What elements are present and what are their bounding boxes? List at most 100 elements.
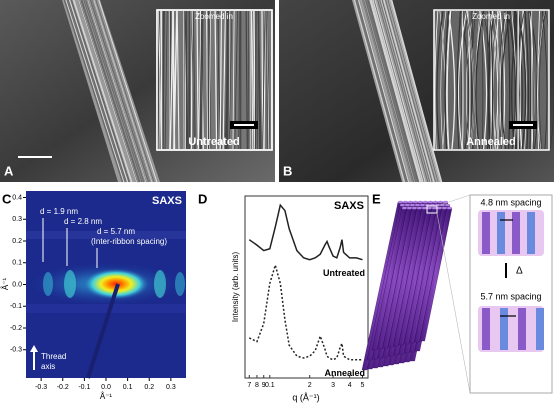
fiber xyxy=(372,0,424,183)
spacing-label: 4.8 nm spacing xyxy=(480,197,541,207)
caption: Untreated xyxy=(188,136,239,148)
fiber xyxy=(362,0,413,183)
fibril xyxy=(541,10,548,150)
fiber xyxy=(89,0,150,183)
y-axis-label: Intensity (arb. units) xyxy=(231,252,240,323)
reflection xyxy=(43,272,53,296)
fibril xyxy=(208,10,211,150)
fiber xyxy=(64,0,124,183)
x-tick-label: 9 xyxy=(262,382,266,389)
fiber xyxy=(380,0,432,183)
fibril xyxy=(475,10,485,150)
fibril xyxy=(492,10,501,150)
fiber xyxy=(98,0,158,183)
fibril xyxy=(460,10,470,150)
fibril xyxy=(517,10,527,150)
fibril xyxy=(524,10,530,150)
ribbon-strip xyxy=(500,308,508,350)
ribbon-strip xyxy=(512,212,520,254)
fibril xyxy=(158,10,162,150)
delta: Δ xyxy=(516,266,523,277)
dark-band xyxy=(26,304,186,313)
fibril xyxy=(488,10,493,150)
panel-letter: C xyxy=(2,191,12,206)
x-axis-label: q (Å⁻¹) xyxy=(292,392,319,402)
x-tick-label: 0.1 xyxy=(265,382,275,389)
ribbon-end xyxy=(415,203,420,207)
inset-texture xyxy=(434,10,554,150)
inset-title: Zoomed in xyxy=(472,12,510,21)
fibril xyxy=(539,10,546,150)
chart-title: SAXS xyxy=(334,200,364,212)
fibril xyxy=(507,10,517,150)
fibril xyxy=(267,10,271,150)
fiber xyxy=(369,0,421,183)
ribbon-end xyxy=(433,200,438,204)
fiber xyxy=(73,0,133,183)
fibril xyxy=(457,10,461,150)
fibril xyxy=(227,10,230,150)
y-tick-label: -0.1 xyxy=(10,303,22,310)
y-tick-label: -0.3 xyxy=(10,347,22,354)
fibril xyxy=(501,10,512,150)
fiber xyxy=(80,0,140,183)
panel-letter: E xyxy=(372,191,381,206)
y-tick-label: 0.2 xyxy=(12,238,22,245)
fibril xyxy=(261,10,266,150)
ribbon-end xyxy=(400,203,405,207)
fibril xyxy=(214,10,218,150)
annotation: d = 5.7 nm xyxy=(97,227,135,236)
ribbon-end xyxy=(398,200,403,204)
ribbon-end xyxy=(420,203,425,207)
fiber-texture xyxy=(63,0,158,183)
fibril xyxy=(465,10,475,150)
reflection xyxy=(175,272,185,296)
fiber xyxy=(63,0,123,183)
panel-letter: B xyxy=(283,163,292,178)
series-label: Untreated xyxy=(323,268,365,278)
fiber xyxy=(374,0,426,183)
fiber xyxy=(67,0,128,183)
fiber-texture xyxy=(353,0,443,183)
fibril xyxy=(436,10,444,150)
ribbon-end xyxy=(438,200,443,204)
ribbon-end xyxy=(445,203,450,207)
fiber xyxy=(358,0,410,183)
fibril xyxy=(188,10,191,150)
fiber xyxy=(365,0,417,183)
ribbon-end xyxy=(442,206,447,210)
reflection xyxy=(64,270,76,298)
y-tick-label: -0.2 xyxy=(10,325,22,332)
fibril xyxy=(198,10,202,150)
ribbon-end xyxy=(423,200,428,204)
ribbon-end xyxy=(428,200,433,204)
ribbon-strip xyxy=(497,212,505,254)
fibril xyxy=(192,10,196,150)
fibril xyxy=(258,10,261,150)
fibril xyxy=(519,10,525,150)
ribbon-strip xyxy=(527,212,535,254)
x-tick-label: 3 xyxy=(331,382,335,389)
inset-border xyxy=(156,9,273,151)
panel-e: E 4.8 nm spacing Δ 5.7 nm spacing xyxy=(361,191,553,394)
x-tick-label: 2 xyxy=(308,382,312,389)
fiber xyxy=(368,0,420,183)
inset-title: Zoomed in xyxy=(195,12,233,21)
fibril xyxy=(481,10,484,150)
fiber xyxy=(70,0,130,183)
ribbons-annealed xyxy=(478,306,544,352)
ribbon-strip xyxy=(518,308,526,350)
fiber xyxy=(366,0,419,183)
ribbon-end xyxy=(402,206,407,210)
ribbon-end xyxy=(413,200,418,204)
annotation: d = 1.9 nm xyxy=(40,207,78,216)
fibril xyxy=(266,10,268,150)
fibril xyxy=(488,10,495,150)
fiber xyxy=(358,0,410,183)
ribbon-bg xyxy=(478,306,544,352)
annotation: Thread xyxy=(41,352,66,361)
fibril xyxy=(173,10,178,150)
fibril xyxy=(465,10,474,150)
spacing-label: 5.7 nm spacing xyxy=(480,291,541,301)
y-tick-label: 0.3 xyxy=(12,216,22,223)
